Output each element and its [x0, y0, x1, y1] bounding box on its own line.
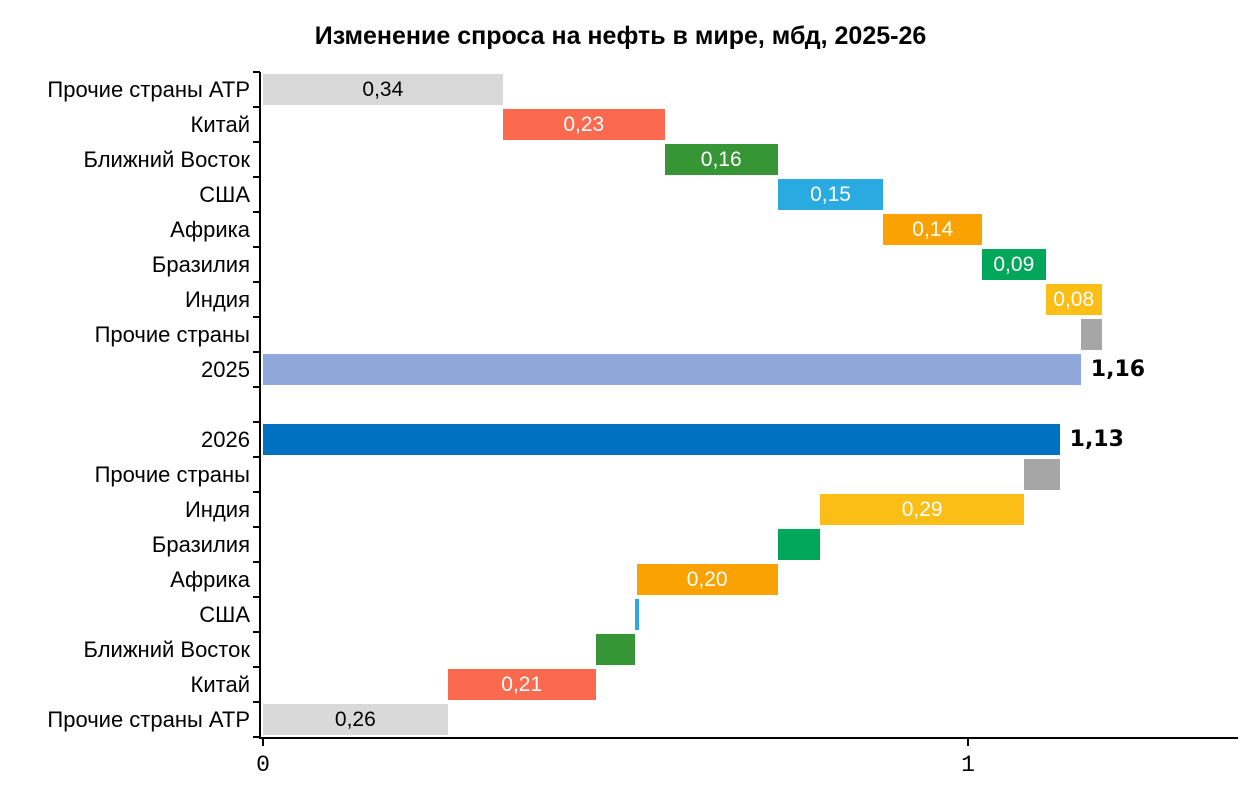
bar-other-countries-2026 — [1024, 459, 1060, 490]
value-label-africa-2026: 0,20 — [686, 568, 728, 591]
y-axis-tick — [253, 386, 260, 388]
y-axis-tick — [253, 176, 260, 178]
value-label-other-apac-2026: 0,26 — [334, 708, 376, 731]
category-label-total-2026: 2026 — [201, 426, 250, 452]
category-label-other-apac-2025: Прочие страны АТР — [47, 76, 250, 102]
x-tick-label-1: 1 — [961, 752, 975, 778]
y-axis-tick — [253, 106, 260, 108]
y-axis-tick — [253, 561, 260, 563]
value-label-africa-2025: 0,14 — [912, 218, 954, 241]
y-axis-tick — [253, 316, 260, 318]
y-axis-tick — [253, 351, 260, 353]
bar-africa-2025 — [883, 214, 983, 245]
y-axis-line — [259, 72, 261, 737]
bar-middle-east-2025 — [664, 144, 778, 175]
value-label-china-2026: 0,21 — [501, 673, 543, 696]
category-label-africa-2025: Африка — [170, 216, 250, 242]
value-label-india-2026: 0,29 — [901, 498, 943, 521]
category-label-brazil-2026: Бразилия — [151, 531, 250, 557]
y-axis-tick — [253, 246, 260, 248]
x-axis-tick — [967, 737, 969, 746]
category-label-other-countries-2026: Прочие страны — [94, 461, 250, 487]
bar-usa-2025 — [777, 179, 884, 210]
bar-other-apac-2025 — [263, 74, 503, 105]
category-label-africa-2026: Африка — [170, 566, 250, 592]
category-label-china-2026: Китай — [190, 671, 250, 697]
bar-india-2025 — [1045, 284, 1102, 315]
bar-china-2025 — [502, 109, 665, 140]
category-label-total-2025: 2025 — [201, 356, 250, 382]
bar-brazil-2025 — [982, 249, 1046, 280]
chart-title: Изменение спроса на нефть в мире, мбд, 2… — [314, 22, 927, 50]
category-label-middle-east-2026: Ближний Восток — [83, 636, 250, 662]
value-label-china-2025: 0,23 — [563, 113, 605, 136]
y-axis-tick — [253, 71, 260, 73]
value-label-other-apac-2025: 0,34 — [362, 78, 404, 101]
category-label-usa-2026: США — [199, 601, 250, 627]
x-tick-label-0: 0 — [256, 752, 270, 778]
bar-india-2026 — [819, 494, 1025, 525]
category-label-india-2025: Индия — [184, 286, 250, 312]
y-axis-tick — [253, 666, 260, 668]
value-label-brazil-2025: 0,09 — [993, 253, 1035, 276]
category-label-other-apac-2026: Прочие страны АТР — [47, 706, 250, 732]
bar-total-2026 — [263, 424, 1060, 455]
bar-africa-2026 — [636, 564, 778, 595]
category-label-china-2025: Китай — [190, 111, 250, 137]
category-label-india-2026: Индия — [184, 496, 250, 522]
total-label-total-2026: 1,13 — [1069, 427, 1124, 452]
y-axis-tick — [253, 701, 260, 703]
bar-usa-2026 — [635, 599, 640, 630]
value-label-middle-east-2025: 0,16 — [700, 148, 742, 171]
y-axis-tick — [253, 736, 260, 738]
bar-china-2026 — [447, 669, 596, 700]
category-label-usa-2025: США — [199, 181, 250, 207]
y-axis-tick — [253, 141, 260, 143]
category-label-brazil-2025: Бразилия — [151, 251, 250, 277]
bar-brazil-2026 — [777, 529, 820, 560]
y-axis-tick — [253, 631, 260, 633]
y-axis-tick — [253, 211, 260, 213]
category-label-other-countries-2025: Прочие страны — [94, 321, 250, 347]
category-label-middle-east-2025: Ближний Восток — [83, 146, 250, 172]
value-label-india-2025: 0,08 — [1053, 288, 1095, 311]
y-axis-tick — [253, 596, 260, 598]
y-axis-tick — [253, 421, 260, 423]
x-axis-tick — [262, 737, 264, 746]
y-axis-tick — [253, 491, 260, 493]
y-axis-tick — [253, 456, 260, 458]
value-label-usa-2025: 0,15 — [810, 183, 851, 206]
total-label-total-2025: 1,16 — [1090, 357, 1146, 382]
y-axis-tick — [253, 526, 260, 528]
x-axis-line — [259, 737, 1238, 739]
bar-other-apac-2026 — [263, 704, 448, 735]
y-axis-tick — [253, 281, 260, 283]
bar-other-countries-2025 — [1080, 319, 1102, 350]
bar-middle-east-2026 — [595, 634, 636, 665]
bar-total-2025 — [263, 354, 1081, 385]
